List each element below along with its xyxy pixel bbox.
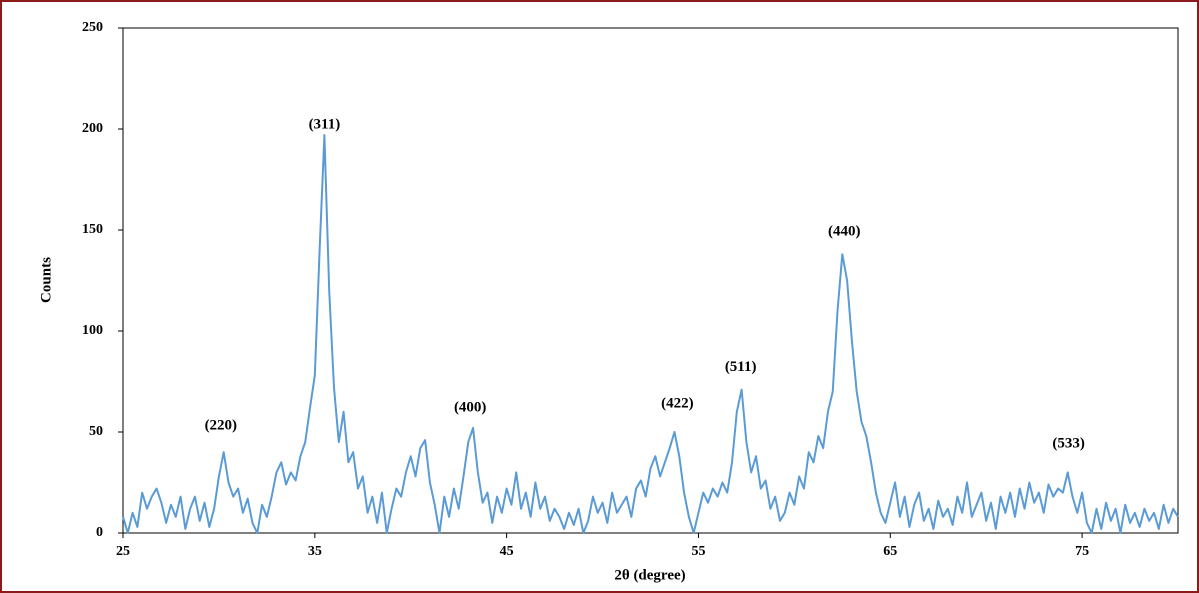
peak-label: (422) [661,395,694,411]
peak-label: (311) [309,116,341,132]
x-tick-label: 55 [691,544,705,559]
x-tick-label: 75 [1075,544,1089,559]
y-tick-label: 0 [96,525,103,540]
y-tick-label: 200 [82,121,103,136]
y-tick-label: 250 [82,20,103,35]
x-axis-title: 2θ (degree) [614,567,685,583]
peak-label: (533) [1052,436,1085,452]
x-tick-label: 35 [308,544,322,559]
peak-label: (400) [454,399,487,415]
y-tick-label: 100 [82,323,103,338]
peak-label: (511) [725,359,757,375]
y-axis-title: Counts [38,257,54,303]
y-tick-label: 150 [82,222,103,237]
peak-label: (440) [828,224,861,240]
peak-label: (220) [205,417,238,433]
y-tick-label: 50 [89,424,103,439]
data-line [122,134,1179,534]
plot-frame [122,27,1179,534]
x-tick-label: 25 [116,544,130,559]
x-tick-label: 45 [500,544,514,559]
x-tick-label: 65 [883,544,897,559]
